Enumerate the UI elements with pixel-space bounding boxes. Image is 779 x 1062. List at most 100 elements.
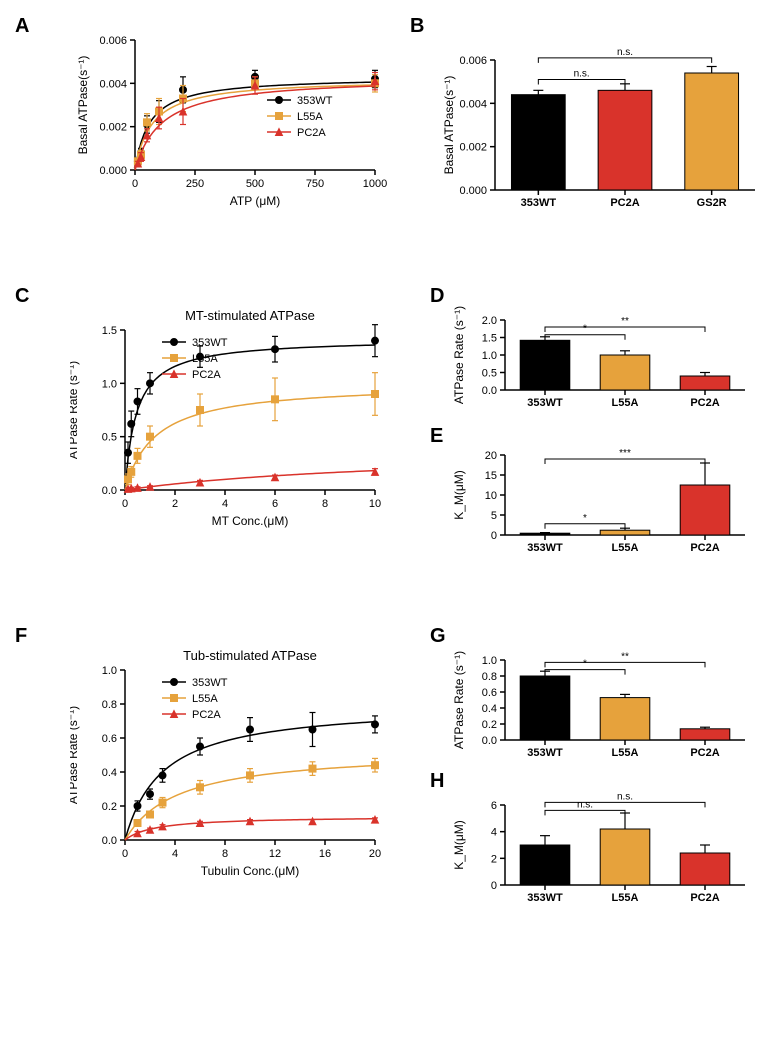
- svg-text:353WT: 353WT: [527, 747, 563, 759]
- svg-text:0.000: 0.000: [99, 165, 127, 177]
- svg-text:0.2: 0.2: [102, 801, 117, 813]
- svg-text:10: 10: [485, 490, 497, 502]
- svg-text:0: 0: [122, 848, 128, 860]
- svg-text:10: 10: [369, 498, 381, 510]
- svg-text:0.004: 0.004: [459, 98, 487, 110]
- svg-text:0.5: 0.5: [482, 368, 497, 380]
- svg-text:2: 2: [491, 853, 497, 865]
- svg-text:MT-stimulated ATPase: MT-stimulated ATPase: [185, 308, 315, 323]
- svg-text:PC2A: PC2A: [690, 542, 719, 554]
- panel-label-H: H: [430, 770, 444, 793]
- svg-text:*: *: [583, 659, 587, 670]
- svg-text:0.6: 0.6: [482, 687, 497, 699]
- svg-text:2: 2: [172, 498, 178, 510]
- svg-text:0.002: 0.002: [459, 142, 487, 154]
- svg-text:0.6: 0.6: [102, 733, 117, 745]
- svg-text:n.s.: n.s.: [574, 69, 590, 80]
- svg-text:0.5: 0.5: [102, 432, 117, 444]
- svg-text:16: 16: [319, 848, 331, 860]
- svg-text:ATPase Rate (s⁻¹): ATPase Rate (s⁻¹): [452, 306, 466, 404]
- svg-text:0.006: 0.006: [99, 35, 127, 47]
- svg-text:1.0: 1.0: [102, 378, 117, 390]
- svg-text:n.s.: n.s.: [617, 791, 633, 802]
- svg-text:0.000: 0.000: [459, 185, 487, 197]
- svg-text:353WT: 353WT: [527, 542, 563, 554]
- svg-text:n.s.: n.s.: [577, 799, 593, 810]
- svg-text:0.2: 0.2: [482, 719, 497, 731]
- svg-text:1.5: 1.5: [482, 333, 497, 345]
- svg-text:1.0: 1.0: [482, 655, 497, 667]
- svg-text:PC2A: PC2A: [192, 709, 221, 721]
- svg-text:15: 15: [485, 470, 497, 482]
- svg-text:12: 12: [269, 848, 281, 860]
- svg-text:5: 5: [491, 510, 497, 522]
- chart-C: 02468100.00.51.01.5MT Conc.(μM)ATPase Ra…: [70, 290, 390, 540]
- svg-text:750: 750: [306, 178, 324, 190]
- svg-text:ATP (μM): ATP (μM): [230, 194, 280, 208]
- svg-text:L55A: L55A: [297, 111, 323, 123]
- svg-text:500: 500: [246, 178, 264, 190]
- svg-text:PC2A: PC2A: [192, 369, 221, 381]
- panel-label-E: E: [430, 425, 443, 448]
- chart-F: 0481216200.00.20.40.60.81.0Tubulin Conc.…: [70, 630, 390, 890]
- svg-text:4: 4: [491, 827, 497, 839]
- svg-text:Tubulin Conc.(μM): Tubulin Conc.(μM): [201, 864, 300, 878]
- svg-text:0.002: 0.002: [99, 122, 127, 134]
- chart-D: 0.00.51.01.52.0ATPase Rate (s⁻¹)353WTL55…: [450, 295, 750, 415]
- svg-text:0.8: 0.8: [102, 699, 117, 711]
- chart-A: 025050075010000.0000.0020.0040.006ATP (μ…: [70, 20, 390, 220]
- svg-text:1.0: 1.0: [482, 350, 497, 362]
- svg-text:K_M(μM): K_M(μM): [452, 820, 466, 870]
- svg-text:0: 0: [491, 530, 497, 542]
- svg-text:353WT: 353WT: [297, 95, 333, 107]
- svg-text:0: 0: [132, 178, 138, 190]
- panel-label-A: A: [15, 15, 29, 38]
- svg-text:6: 6: [491, 800, 497, 812]
- svg-text:0.004: 0.004: [99, 78, 127, 90]
- svg-text:L55A: L55A: [612, 747, 639, 759]
- panel-label-F: F: [15, 625, 27, 648]
- svg-text:8: 8: [222, 848, 228, 860]
- svg-text:L55A: L55A: [192, 693, 218, 705]
- svg-text:4: 4: [172, 848, 178, 860]
- svg-text:0: 0: [122, 498, 128, 510]
- chart-E: 05101520K_M(μM)353WTL55APC2A****: [450, 430, 750, 560]
- svg-text:Tub-stimulated ATPase: Tub-stimulated ATPase: [183, 648, 317, 663]
- svg-text:0.006: 0.006: [459, 55, 487, 67]
- svg-text:0.0: 0.0: [482, 385, 497, 397]
- svg-text:Basal ATPase(s⁻¹): Basal ATPase(s⁻¹): [442, 76, 456, 175]
- svg-text:ATPase Rate (s⁻¹): ATPase Rate (s⁻¹): [452, 651, 466, 749]
- svg-text:0.4: 0.4: [102, 767, 117, 779]
- svg-text:PC2A: PC2A: [297, 127, 326, 139]
- chart-G: 0.00.20.40.60.81.0ATPase Rate (s⁻¹)353WT…: [450, 635, 750, 765]
- svg-text:0.0: 0.0: [482, 735, 497, 747]
- svg-text:*: *: [583, 324, 587, 335]
- panel-label-D: D: [430, 285, 444, 308]
- svg-text:ATPase Rate (s⁻¹): ATPase Rate (s⁻¹): [70, 361, 80, 459]
- panel-label-C: C: [15, 285, 29, 308]
- svg-text:K_M(μM): K_M(μM): [452, 470, 466, 520]
- svg-text:L55A: L55A: [612, 892, 639, 904]
- svg-text:0: 0: [491, 880, 497, 892]
- svg-text:PC2A: PC2A: [610, 197, 639, 209]
- svg-text:**: **: [621, 316, 629, 327]
- panel-label-G: G: [430, 625, 446, 648]
- svg-text:20: 20: [369, 848, 381, 860]
- svg-text:250: 250: [186, 178, 204, 190]
- svg-text:6: 6: [272, 498, 278, 510]
- svg-text:353WT: 353WT: [527, 892, 563, 904]
- svg-text:0.0: 0.0: [102, 485, 117, 497]
- svg-text:PC2A: PC2A: [690, 892, 719, 904]
- svg-text:GS2R: GS2R: [697, 197, 727, 209]
- svg-text:8: 8: [322, 498, 328, 510]
- svg-text:353WT: 353WT: [527, 397, 563, 409]
- svg-text:**: **: [621, 651, 629, 662]
- svg-text:353WT: 353WT: [192, 337, 228, 349]
- svg-text:PC2A: PC2A: [690, 747, 719, 759]
- chart-B: 0.000 0.002 0.004 0.006Basal ATPase(s⁻¹) 353…: [430, 30, 760, 220]
- svg-text:L55A: L55A: [612, 397, 639, 409]
- svg-text:MT Conc.(μM): MT Conc.(μM): [212, 514, 289, 528]
- svg-text:0.4: 0.4: [482, 703, 497, 715]
- svg-text:353WT: 353WT: [521, 197, 557, 209]
- svg-text:4: 4: [222, 498, 228, 510]
